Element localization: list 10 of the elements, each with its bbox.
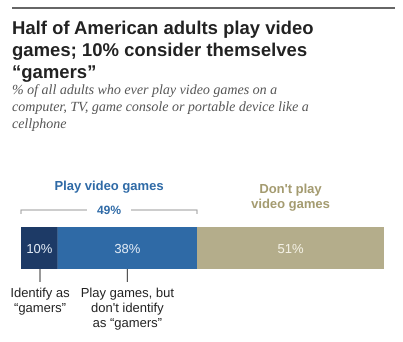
series-label: Don't play video games (251, 181, 330, 211)
chart-subtitle: % of all adults who ever play video games on a computer, TV, game console or portable device like a cellphone (12, 83, 309, 132)
data-label: 38% (114, 241, 141, 256)
data-label: 51% (277, 241, 304, 256)
series-label: Play games, but don't identify as “gamers” (80, 285, 174, 330)
text: 49% (96, 203, 122, 217)
series-label: Identify as “gamers” (10, 285, 70, 315)
text: Play video games (54, 178, 164, 193)
data-label: 10% (26, 241, 53, 256)
chart-title: Half of American adults play video games; 10% consider themselves “gamers” (12, 17, 314, 82)
